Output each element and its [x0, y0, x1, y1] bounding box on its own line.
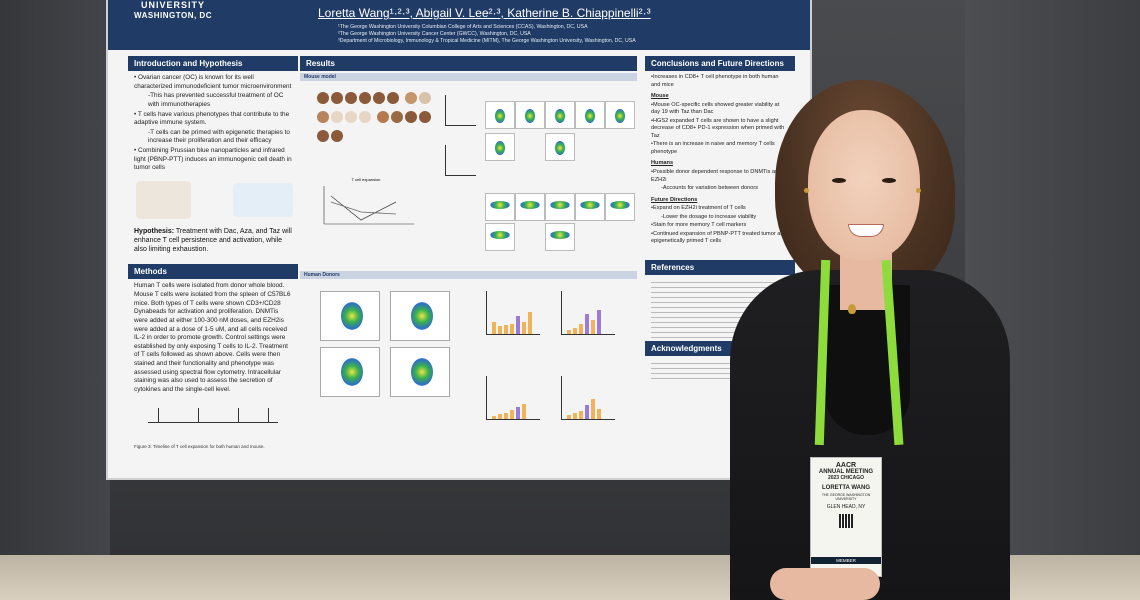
hypothesis-text: Treatment with Dac, Aza, and Taz will en…: [134, 228, 292, 254]
left-eye: [832, 178, 846, 183]
methods-heading: Methods: [128, 264, 298, 280]
poster-header: UNIVERSITY WASHINGTON, DC Loretta Wang¹·…: [108, 0, 810, 50]
future-point-1a: Lower the dosage to increase viability: [662, 213, 757, 220]
expansion-chart-title: T cell expansion: [351, 177, 381, 182]
human-donors-subheading: Human Donors: [300, 271, 637, 279]
badge-meeting: ANNUAL MEETING: [818, 469, 874, 475]
future-point-1: Expand on EZH2i treatment of T cells: [652, 205, 746, 212]
human-bar-chart-d: [555, 289, 615, 349]
presenter: AACR ANNUAL MEETING 2023 CHICAGO LORETTA…: [730, 80, 1010, 600]
mouse-point-2: HGS2 expanded T cells are shown to have …: [651, 117, 785, 139]
affiliation-2: ²The George Washington University Cancer…: [338, 31, 531, 37]
badge-year: 2023 CHICAGO: [827, 474, 865, 481]
results-heading: Results: [300, 56, 637, 71]
left-earring: [804, 188, 809, 193]
poster-board-left: [0, 0, 110, 600]
hypothesis-label: Hypothesis:: [134, 228, 175, 236]
elispot-bar-chart: [445, 95, 476, 126]
future-directions-subheading: Future Directions: [651, 196, 698, 203]
hands: [770, 568, 880, 600]
figure-3-caption: Figure 3: Timeline of T cell expansion f…: [134, 443, 265, 449]
logo-line-1: UNIVERSITY: [140, 0, 205, 10]
badge-qr-code: [839, 514, 853, 529]
elispot-bar-chart-2: [445, 145, 476, 176]
poster-authors: Loretta Wang¹·²·³, Abigail V. Lee²·³, Ka…: [318, 6, 651, 20]
future-point-2: Stain for more memory T cell markers: [652, 222, 747, 229]
intro-bullet-1a: This has prevented successful treatment …: [148, 92, 284, 108]
intro-heading: Introduction and Hypothesis: [128, 56, 298, 71]
elispot-wells: [316, 91, 436, 148]
badge-member: MEMBER: [811, 557, 881, 564]
badge-city: GLEN HEAD, NY: [826, 504, 866, 511]
mouse-figures: T cell expansion: [300, 81, 637, 269]
research-poster: UNIVERSITY WASHINGTON, DC Loretta Wang¹·…: [108, 0, 810, 478]
intro-bullet-2a: T cells can be primed with epigenetic th…: [148, 128, 290, 145]
humans-point-1: Possible donor dependent response to DNM…: [651, 169, 782, 183]
human-figures: [300, 279, 637, 464]
right-earring: [916, 188, 921, 193]
humans-subheading: Humans: [651, 160, 674, 167]
affiliation-1: ¹The George Washington University Columb…: [338, 24, 588, 30]
conclusion-1: Increases in CD8+ T cell phenotype in bo…: [651, 74, 779, 88]
authors-text: Loretta Wang¹·²·³, Abigail V. Lee²·³, Ka…: [318, 6, 651, 20]
affiliation-3: ³Department of Microbiology, Immunology …: [338, 38, 636, 44]
conference-badge: AACR ANNUAL MEETING 2023 CHICAGO LORETTA…: [810, 457, 882, 577]
figure-1-image: [136, 181, 191, 220]
logo-line-2: WASHINGTON, DC: [134, 11, 212, 20]
human-flow-plot-4: [390, 347, 450, 397]
intro-bullet-1: Ovarian cancer (OC) is known for its wel…: [134, 74, 292, 90]
intro-text: • Ovarian cancer (OC) is known for its w…: [134, 74, 292, 172]
necklace-pendant: [848, 304, 856, 314]
left-column: Introduction and Hypothesis • Ovarian ca…: [128, 56, 298, 450]
intro-figures: [128, 177, 298, 225]
expansion-line-chart: T cell expansion: [316, 177, 416, 232]
human-bar-chart-c: [480, 289, 540, 349]
intro-bullet-3: Combining Prussian blue nanoparticles an…: [134, 147, 292, 172]
mouse-point-3: There is an increase in naive and memory…: [651, 141, 775, 155]
methods-text: Human T cells were isolated from donor w…: [134, 282, 291, 394]
intro-bullet-2: T cells have various phenotypes that con…: [134, 110, 290, 127]
expansion-line-svg: [323, 186, 414, 225]
mouse-model-subheading: Mouse model: [300, 73, 637, 81]
human-flow-plot-3: [320, 347, 380, 397]
human-bar-chart-e: [480, 374, 540, 434]
references-heading: References: [645, 259, 795, 275]
human-flow-plot-2: [390, 291, 450, 341]
face: [808, 110, 920, 260]
human-flow-plot-1: [320, 291, 380, 341]
badge-name: LORETTA WANG: [822, 485, 870, 492]
conclusions-text: •Increases in CD8+ T cell phenotype in b…: [651, 74, 787, 245]
future-point-3: Continued expansion of PBNP-PTT treated …: [651, 230, 787, 245]
human-bar-chart-f: [555, 374, 615, 434]
mouse-point-1: Mouse OC-specific cells showed greater v…: [651, 101, 780, 116]
mouse-subheading: Mouse: [651, 93, 669, 100]
timeline-figure: [128, 398, 298, 444]
conclusions-heading: Conclusions and Future Directions: [645, 56, 795, 71]
hypothesis: Hypothesis: Treatment with Dac, Aza, and…: [128, 225, 298, 256]
middle-column: Results Mouse model T cell expansion: [300, 56, 637, 464]
university-logo: UNIVERSITY WASHINGTON, DC: [128, 0, 218, 20]
figure-2-image: [233, 183, 293, 218]
badge-org: AACR: [835, 462, 857, 469]
right-eye: [882, 178, 896, 183]
humans-point-1a: Accounts for variation between donors: [662, 185, 759, 192]
badge-university: THE GEORGE WASHINGTON UNIVERSITY: [821, 493, 871, 502]
